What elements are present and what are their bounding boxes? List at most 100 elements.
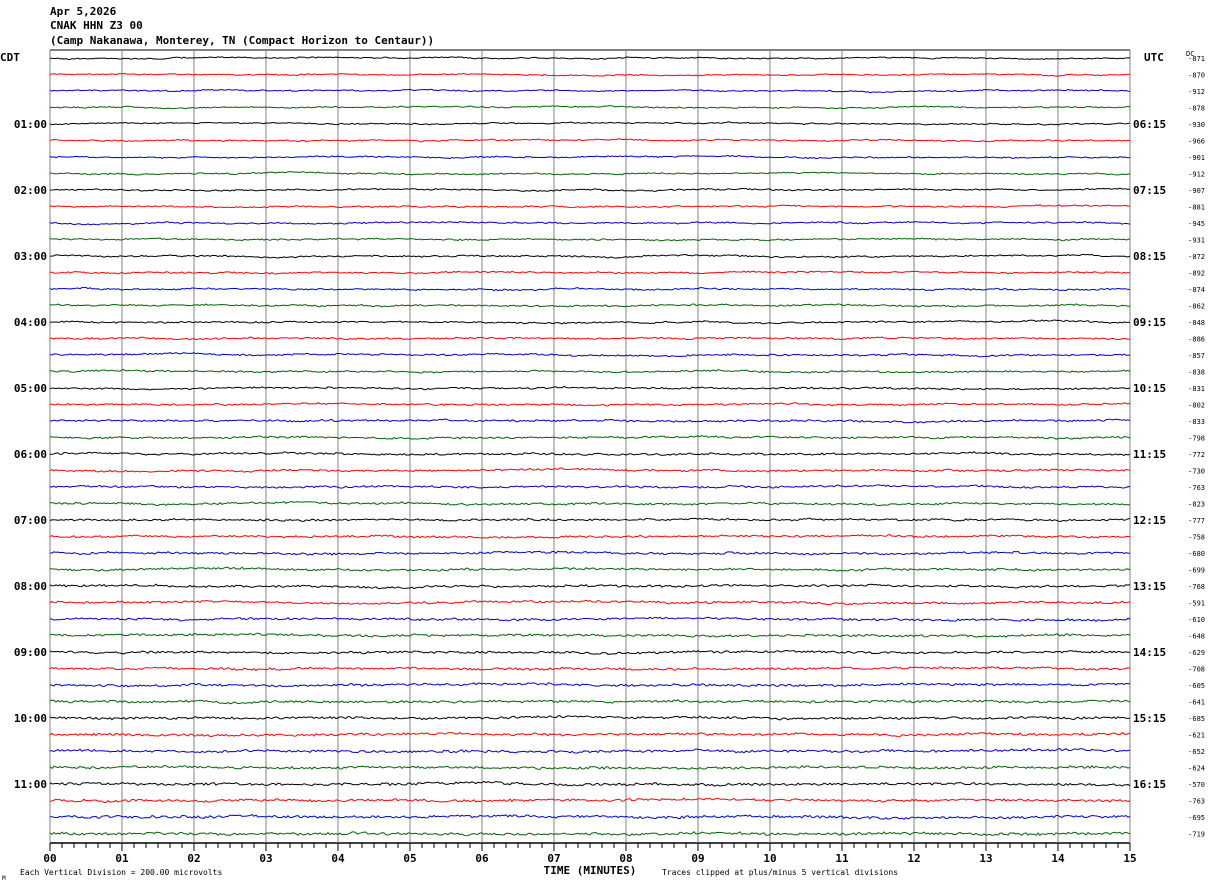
dc-offset-label: -730 <box>1188 468 1205 476</box>
x-tick-label: 15 <box>1123 852 1136 865</box>
x-tick-label: 00 <box>43 852 56 865</box>
x-tick-label: 12 <box>907 852 920 865</box>
dc-offset-label: -931 <box>1188 237 1205 245</box>
utc-hour-label: 07:15 <box>1133 184 1166 197</box>
trace-line <box>49 666 1131 672</box>
trace-line <box>49 303 1131 308</box>
trace-line <box>49 336 1131 341</box>
cdt-hour-label: 11:00 <box>14 778 47 791</box>
dc-offset-label: -831 <box>1188 385 1205 393</box>
trace-line <box>49 517 1131 522</box>
utc-hour-label: 11:15 <box>1133 448 1166 461</box>
x-tick-label: 09 <box>691 852 704 865</box>
dc-offset-label: -930 <box>1188 121 1205 129</box>
x-tick-label: 01 <box>115 852 129 865</box>
cdt-hour-label: 05:00 <box>14 382 47 395</box>
trace-line <box>49 154 1131 160</box>
trace-line <box>49 171 1131 176</box>
trace-line <box>49 121 1131 126</box>
trace-line <box>49 72 1131 77</box>
utc-hour-label: 06:15 <box>1133 118 1166 131</box>
cdt-hour-label: 08:00 <box>14 580 47 593</box>
trace-line <box>49 814 1131 820</box>
utc-hour-label: 13:15 <box>1133 580 1166 593</box>
dc-offset-label: -624 <box>1188 765 1205 773</box>
x-tick-label: 02 <box>187 852 200 865</box>
left-axis-title: CDT <box>0 51 20 64</box>
trace-line <box>49 319 1131 325</box>
trace-line <box>49 632 1131 638</box>
cdt-hour-label: 10:00 <box>14 712 47 725</box>
trace-line <box>49 369 1131 374</box>
dc-offset-label: -881 <box>1188 204 1205 212</box>
corner-mark: M <box>2 875 6 882</box>
traces <box>49 56 1131 837</box>
dc-offset-label: -610 <box>1188 616 1205 624</box>
x-tick-label: 08 <box>619 852 632 865</box>
trace-line <box>49 467 1131 473</box>
dc-offset-label: -708 <box>1188 666 1205 674</box>
dc-offset-label: -758 <box>1188 534 1205 542</box>
x-tick-label: 05 <box>403 852 416 865</box>
trace-line <box>49 599 1131 606</box>
dc-title: DC <box>1186 50 1194 58</box>
dc-offset-label: -648 <box>1188 633 1205 641</box>
trace-line <box>50 566 1131 572</box>
dc-offset-label: -878 <box>1188 105 1205 113</box>
trace-line <box>49 780 1131 787</box>
x-tick-label: 10 <box>763 852 776 865</box>
dc-offset-label: -823 <box>1188 501 1205 509</box>
dc-offset-label: -966 <box>1188 138 1205 146</box>
dc-offset-label: -629 <box>1188 649 1205 657</box>
trace-line <box>49 484 1131 489</box>
dc-offset-label: -872 <box>1188 253 1205 261</box>
utc-hour-label: 09:15 <box>1133 316 1166 329</box>
trace-line <box>49 220 1131 226</box>
x-tick-label: 03 <box>259 852 272 865</box>
trace-line <box>49 616 1131 623</box>
dc-offset-label: -680 <box>1188 550 1205 558</box>
trace-line <box>49 385 1131 391</box>
trace-line <box>49 682 1131 688</box>
cdt-hour-label: 02:00 <box>14 184 47 197</box>
dc-offset-label: -907 <box>1188 187 1205 195</box>
cdt-hour-label: 09:00 <box>14 646 47 659</box>
trace-line <box>49 270 1131 275</box>
dc-offset-label: -719 <box>1188 831 1205 839</box>
trace-line <box>49 138 1131 143</box>
dc-offset-label: -945 <box>1188 220 1205 228</box>
utc-hour-label: 15:15 <box>1133 712 1166 725</box>
trace-line <box>49 748 1131 754</box>
dc-offset-label: -685 <box>1188 715 1205 723</box>
trace-line <box>49 351 1131 358</box>
trace-line <box>49 237 1131 242</box>
dc-offset-label: -570 <box>1188 781 1205 789</box>
trace-line <box>49 286 1131 292</box>
trace-line <box>49 765 1131 770</box>
chart-date: Apr 5,2026 <box>50 5 117 18</box>
dc-offset-label: -802 <box>1188 402 1205 410</box>
station-location: (Camp Nakanawa, Monterey, TN (Compact Ho… <box>50 34 435 47</box>
trace-line <box>49 550 1131 556</box>
trace-line <box>49 402 1131 407</box>
trace-line <box>49 649 1131 655</box>
dc-offset-label: -621 <box>1188 732 1205 740</box>
trace-line <box>49 187 1131 192</box>
utc-hour-label: 12:15 <box>1133 514 1166 527</box>
cdt-hour-label: 04:00 <box>14 316 47 329</box>
dc-offset-label: -641 <box>1188 699 1205 707</box>
utc-hour-label: 16:15 <box>1133 778 1166 791</box>
trace-line <box>49 831 1131 837</box>
x-tick-label: 13 <box>979 852 992 865</box>
trace-line <box>50 797 1131 804</box>
utc-hour-label: 14:15 <box>1133 646 1166 659</box>
trace-line <box>49 732 1131 738</box>
station-code: CNAK HHN Z3 00 <box>50 19 143 32</box>
dc-offset-label: -874 <box>1188 286 1205 294</box>
dc-offset-label: -862 <box>1188 303 1205 311</box>
dc-offset-label: -798 <box>1188 435 1205 443</box>
utc-hour-label: 10:15 <box>1133 382 1166 395</box>
dc-offset-label: -772 <box>1188 451 1205 459</box>
dc-offset-label: -777 <box>1188 517 1205 525</box>
